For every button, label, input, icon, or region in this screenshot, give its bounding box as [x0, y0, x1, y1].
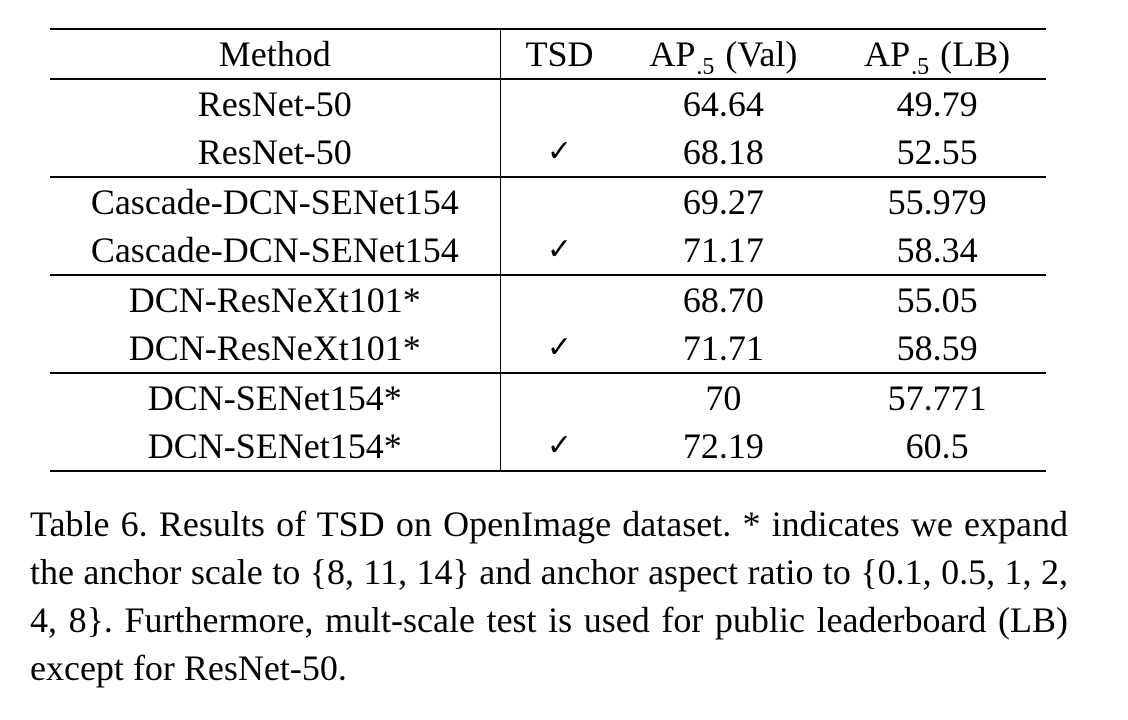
cell-ap-lb: 55.979 [887, 182, 987, 222]
check-icon: ✓ [546, 330, 573, 365]
cell-ap-val: 71.17 [682, 230, 764, 270]
cell-ap-lb: 60.5 [905, 426, 969, 466]
cell-ap-lb: 58.34 [896, 230, 978, 270]
table-row: DCN-ResNeXt101* ✓ 71.71 58.59 [50, 324, 1046, 373]
check-icon [500, 275, 618, 324]
table-row: Cascade-DCN-SENet154 69.27 55.979 [50, 177, 1046, 226]
table-row: Cascade-DCN-SENet154 ✓ 71.17 58.34 [50, 226, 1046, 275]
cell-method: DCN-SENet154* [50, 422, 501, 471]
results-table: Method TSD AP.5 (Val) AP.5 (LB) ResNet-5… [50, 28, 1046, 472]
header-tsd: TSD [525, 34, 594, 74]
header-ap-lb-suffix: (LB) [940, 34, 1011, 74]
cell-ap-lb: 55.05 [896, 280, 978, 320]
cell-method: DCN-ResNeXt101* [50, 324, 501, 373]
check-icon: ✓ [546, 428, 573, 463]
table-row: DCN-SENet154* ✓ 72.19 60.5 [50, 422, 1046, 471]
table-row: ResNet-50 64.64 49.79 [50, 79, 1046, 128]
cell-method: Cascade-DCN-SENet154 [50, 226, 501, 275]
cell-ap-val: 69.27 [682, 182, 764, 222]
check-icon: ✓ [546, 134, 573, 169]
table-row: DCN-SENet154* 70 57.771 [50, 373, 1046, 422]
header-ap-lb: AP.5 (LB) [828, 29, 1046, 79]
cell-ap-val: 64.64 [682, 84, 764, 124]
check-icon [500, 79, 618, 128]
cell-method: Cascade-DCN-SENet154 [50, 177, 501, 226]
cell-ap-val: 68.18 [682, 132, 764, 172]
check-icon [500, 373, 618, 422]
cell-method: ResNet-50 [50, 79, 501, 128]
cell-ap-lb: 57.771 [887, 378, 987, 418]
cell-ap-val: 68.70 [682, 280, 764, 320]
header-ap-lb-sub: .5 [911, 54, 930, 80]
cell-ap-val: 71.71 [682, 328, 764, 368]
header-ap-lb-prefix: AP [864, 34, 911, 74]
header-ap-val: AP.5 (Val) [618, 29, 828, 79]
cell-ap-val: 70 [705, 378, 742, 418]
header-ap-val-sub: .5 [696, 54, 715, 80]
table-row: DCN-ResNeXt101* 68.70 55.05 [50, 275, 1046, 324]
check-icon: ✓ [546, 232, 573, 267]
header-method: Method [50, 29, 501, 79]
check-icon [500, 177, 618, 226]
cell-method: DCN-SENet154* [50, 373, 501, 422]
cell-ap-lb: 52.55 [896, 132, 978, 172]
header-ap-val-prefix: AP [649, 34, 696, 74]
table-caption: Table 6. Results of TSD on OpenImage dat… [30, 504, 1068, 688]
cell-ap-val: 72.19 [682, 426, 764, 466]
cell-method: ResNet-50 [50, 128, 501, 177]
table-header-row: Method TSD AP.5 (Val) AP.5 (LB) [50, 29, 1046, 79]
results-table-container: Method TSD AP.5 (Val) AP.5 (LB) ResNet-5… [50, 28, 1046, 472]
cell-ap-lb: 49.79 [896, 84, 978, 124]
cell-ap-lb: 58.59 [896, 328, 978, 368]
header-ap-val-suffix: (Val) [725, 34, 798, 74]
cell-method: DCN-ResNeXt101* [50, 275, 501, 324]
table-row: ResNet-50 ✓ 68.18 52.55 [50, 128, 1046, 177]
